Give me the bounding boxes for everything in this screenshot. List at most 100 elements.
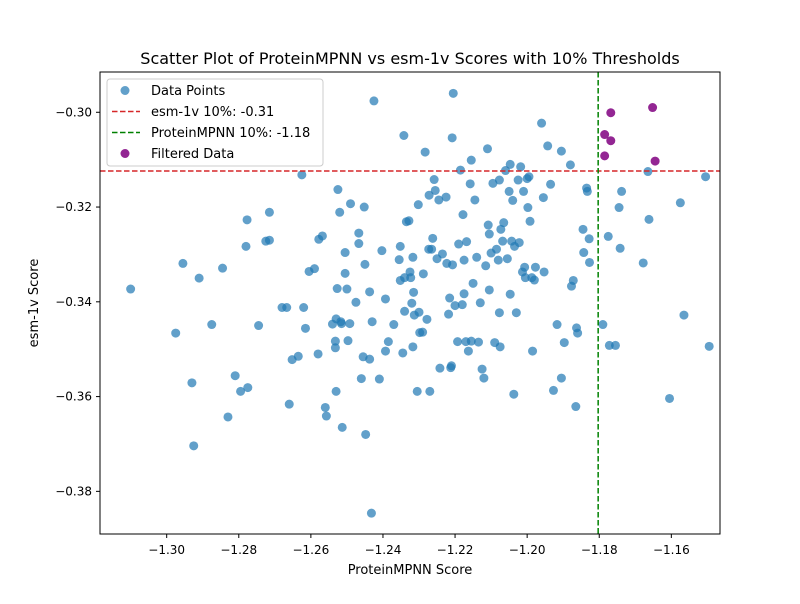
filtered-data-point	[606, 108, 616, 118]
data-point	[565, 160, 575, 170]
data-point	[453, 337, 463, 347]
legend-box	[106, 78, 324, 167]
data-point	[435, 363, 445, 373]
data-point	[525, 216, 535, 226]
data-point	[434, 195, 444, 205]
data-point	[479, 373, 489, 383]
data-point	[380, 294, 390, 304]
data-point	[330, 336, 340, 346]
data-point	[584, 234, 594, 244]
data-point	[425, 386, 435, 396]
data-point	[516, 162, 526, 172]
data-point	[337, 422, 347, 432]
data-point	[509, 389, 519, 399]
data-point	[603, 231, 613, 241]
x-tick-label: −1.22	[437, 543, 474, 557]
data-point	[614, 203, 624, 213]
data-point	[511, 308, 521, 318]
x-tick-label: −1.26	[292, 543, 329, 557]
data-point	[243, 383, 253, 393]
data-point	[483, 144, 492, 154]
data-point	[473, 337, 483, 347]
x-tick-label: −1.16	[653, 543, 690, 557]
data-point	[445, 293, 455, 303]
data-point	[484, 285, 494, 295]
data-point	[218, 263, 228, 273]
data-point	[187, 378, 197, 388]
data-point	[513, 175, 523, 185]
data-point	[293, 351, 303, 361]
data-point	[317, 231, 327, 241]
y-tick-label: −0.30	[55, 105, 92, 119]
data-point	[450, 301, 460, 311]
data-point	[520, 273, 530, 283]
data-point	[459, 255, 469, 265]
data-point	[519, 186, 529, 196]
data-point	[360, 259, 370, 269]
data-point	[477, 364, 487, 374]
data-point	[701, 172, 711, 182]
legend-marker-filtered-data	[120, 149, 130, 158]
data-point	[552, 320, 562, 330]
data-point	[505, 289, 515, 299]
threshold-layer	[100, 72, 720, 534]
data-point	[427, 244, 437, 254]
data-point	[495, 342, 505, 352]
legend-label-proteinmpnn-threshold: ProteinMPNN 10%: -1.18	[151, 126, 310, 141]
data-point	[369, 96, 379, 106]
y-tick-label: −0.36	[55, 390, 92, 404]
filtered-data-point	[606, 136, 616, 146]
data-point	[499, 218, 509, 228]
data-point	[189, 441, 199, 451]
x-tick-label: −1.18	[581, 543, 618, 557]
data-point	[579, 248, 589, 258]
data-point	[374, 374, 384, 384]
x-axis-label: ProteinMPNN Score	[348, 563, 473, 578]
data-point	[704, 341, 714, 351]
data-point	[406, 273, 416, 283]
data-point	[309, 264, 319, 274]
data-point	[264, 207, 274, 217]
data-point	[320, 402, 330, 412]
data-point	[462, 237, 472, 247]
x-tick-label: −1.30	[148, 543, 185, 557]
data-point	[194, 273, 204, 283]
legend: Data Points esm-1v 10%: -0.31 ProteinMPN…	[106, 78, 324, 167]
data-point	[335, 207, 345, 217]
data-point	[598, 320, 608, 330]
data-point	[539, 267, 549, 277]
data-point	[377, 246, 387, 256]
data-point	[171, 328, 181, 338]
data-point	[444, 309, 454, 319]
data-point	[354, 228, 364, 238]
data-point	[313, 349, 323, 359]
data-point	[361, 429, 371, 439]
x-tick-label: −1.24	[365, 543, 402, 557]
data-point	[412, 386, 422, 396]
data-point	[466, 336, 476, 346]
data-point	[254, 321, 264, 331]
data-point	[501, 166, 511, 176]
data-point	[675, 198, 685, 208]
legend-label-data-points: Data Points	[151, 84, 225, 99]
data-point	[409, 287, 419, 297]
data-point	[230, 371, 240, 381]
data-point	[367, 317, 377, 327]
plot-frame	[99, 71, 721, 535]
data-point	[463, 346, 473, 356]
data-point	[578, 224, 588, 234]
data-point	[332, 284, 342, 294]
data-point	[492, 244, 502, 254]
data-point	[514, 238, 524, 248]
data-point	[523, 203, 533, 213]
data-point	[470, 195, 480, 205]
data-point	[331, 386, 341, 396]
data-point	[333, 185, 343, 195]
data-point	[437, 249, 447, 259]
data-point	[414, 307, 424, 317]
data-point	[430, 185, 440, 195]
data-point	[336, 317, 346, 327]
data-point	[340, 268, 350, 278]
data-point	[383, 337, 393, 347]
data-point	[343, 336, 353, 346]
